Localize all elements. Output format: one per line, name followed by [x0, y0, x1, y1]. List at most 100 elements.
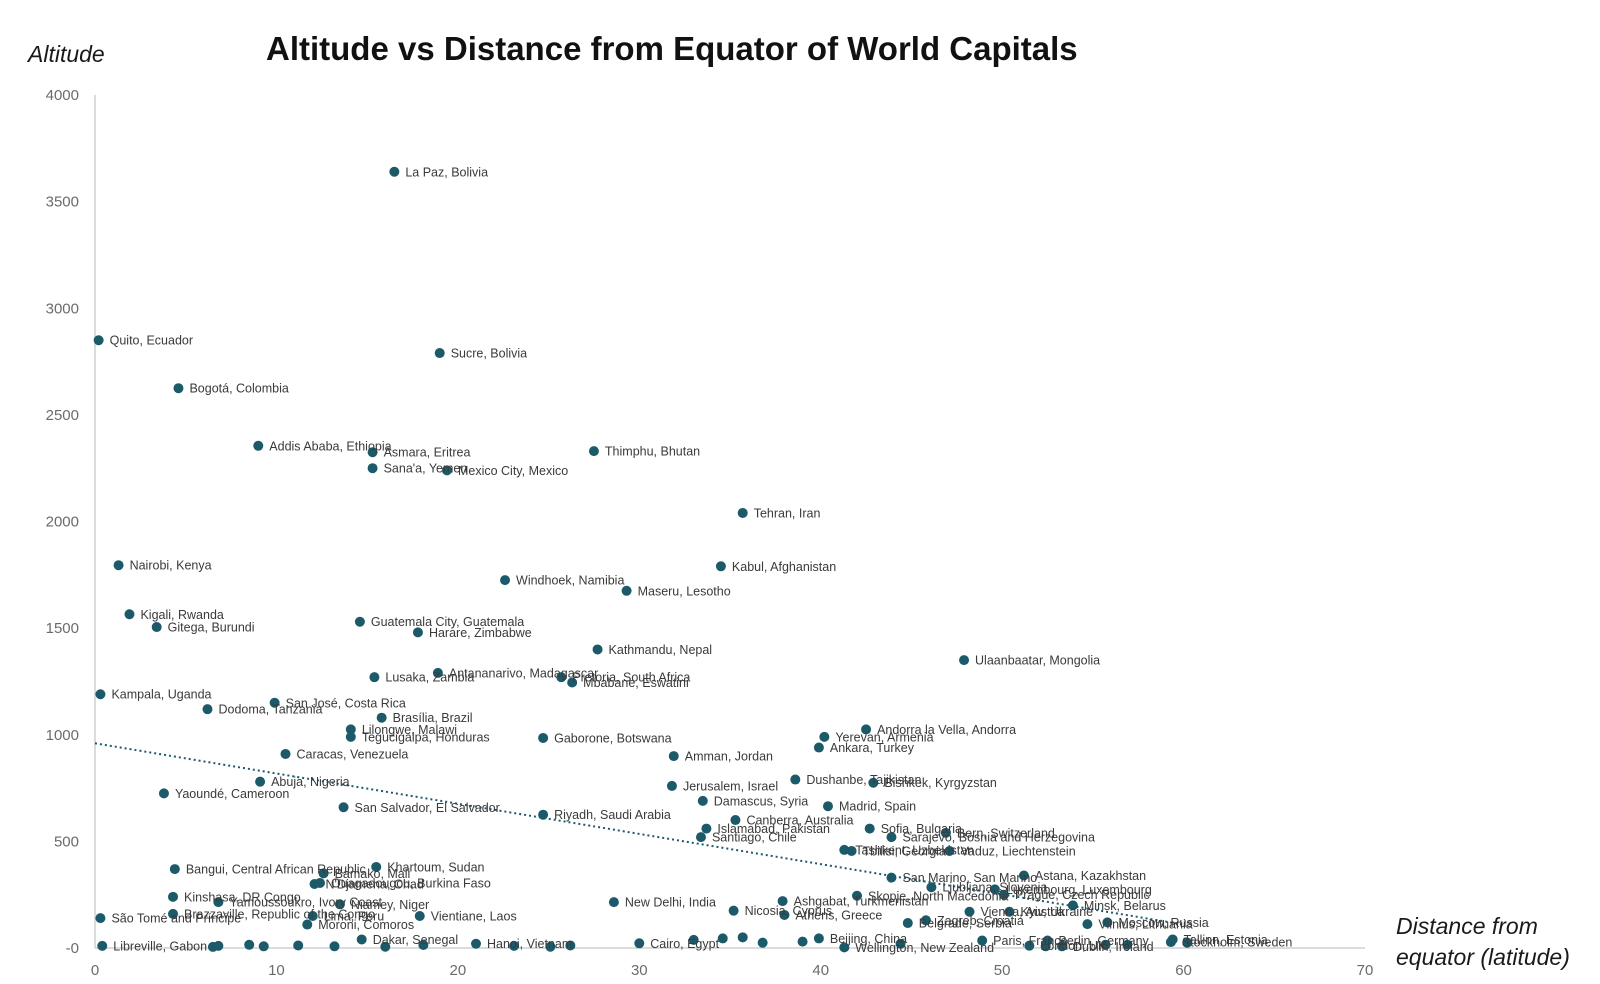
data-point — [737, 932, 748, 943]
data-point — [95, 689, 106, 700]
data-point — [380, 941, 391, 952]
data-point — [701, 823, 712, 834]
data-point — [1102, 917, 1113, 928]
data-point — [97, 940, 108, 951]
point-label: London, UK — [1040, 939, 1107, 953]
point-label: Jerusalem, Israel — [683, 779, 778, 793]
data-point — [1082, 919, 1093, 930]
data-point — [354, 616, 365, 627]
data-point — [779, 909, 790, 920]
data-point — [471, 938, 481, 949]
point-label: Pretoria, South Africa — [572, 671, 690, 685]
point-label: Lima, Peru — [324, 910, 384, 924]
data-point — [886, 872, 897, 883]
point-label: Kabul, Afghanistan — [732, 560, 836, 574]
y-tick-labels: -0 500 1000 1500 2000 2500 3000 3500 4000 — [46, 87, 79, 957]
data-point — [556, 672, 567, 683]
data-point — [500, 575, 511, 586]
point-label: Lusaka, Zambia — [385, 671, 474, 685]
data-point — [940, 827, 951, 838]
data-point — [666, 780, 677, 791]
data-point — [376, 712, 387, 723]
point-label: Kigali, Rwanda — [140, 608, 223, 622]
data-point — [790, 774, 801, 785]
data-point — [314, 877, 325, 888]
data-point — [307, 911, 318, 922]
y-tick-label: 2000 — [46, 514, 79, 531]
data-point — [895, 938, 906, 949]
point-label: Bangui, Central African Republic — [186, 863, 366, 877]
point-label: Gitega, Burundi — [168, 621, 255, 635]
point-label: Madrid, Spain — [839, 800, 916, 814]
point-label: Tallinn, Estonia — [1184, 933, 1268, 947]
data-point — [124, 609, 135, 620]
data-point — [1122, 939, 1133, 950]
point-label: Zagreb, Croatia — [937, 914, 1024, 928]
data-point — [545, 941, 556, 952]
point-label: Brasília, Brazil — [393, 711, 473, 725]
point-label: Moscow, Russia — [1118, 916, 1208, 930]
point-label: Kinshasa, DR Congo — [184, 890, 301, 904]
data-point — [345, 731, 356, 742]
data-point — [213, 897, 224, 908]
data-point — [621, 585, 632, 596]
data-point — [371, 861, 382, 872]
point-label: Vilnius, Lithuania — [1098, 918, 1192, 932]
point-label: Nairobi, Kenya — [130, 559, 212, 573]
point-label: Guatemala City, Guatemala — [371, 615, 524, 629]
data-point — [1182, 937, 1193, 948]
data-point — [334, 899, 345, 910]
data-point — [902, 918, 913, 929]
data-points — [93, 166, 1193, 953]
y-tick-label: 1500 — [46, 620, 79, 637]
point-label: Beijing, China — [830, 932, 907, 946]
data-point — [169, 864, 180, 875]
point-label: Athens, Greece — [795, 908, 882, 922]
point-label: Tehran, Iran — [754, 506, 821, 520]
data-point — [717, 933, 728, 944]
point-label: Astana, Kazakhstan — [1035, 869, 1146, 883]
data-point — [944, 845, 955, 856]
data-point — [293, 940, 304, 951]
point-label: Minsk, Belarus — [1084, 899, 1166, 913]
data-point — [567, 677, 578, 688]
point-label: Abuja, Nigeria — [271, 775, 350, 789]
point-label: Andorra la Vella, Andorra — [877, 723, 1016, 737]
point-label: Wellington, New Zealand — [855, 941, 994, 955]
data-point — [345, 724, 356, 735]
point-label: Asmara, Eritrea — [384, 446, 471, 460]
data-point — [367, 463, 378, 474]
chart-title: Altitude vs Distance from Equator of Wor… — [266, 30, 1078, 67]
data-point — [369, 672, 380, 683]
point-label: Nicosia, Cyprus — [745, 904, 833, 918]
y-axis-title: Altitude — [26, 41, 105, 67]
data-point — [1040, 941, 1051, 952]
x-tick-label: 0 — [91, 962, 99, 979]
point-label: Yaoundé, Cameroon — [175, 787, 289, 801]
point-label: Vaduz, Liechtenstein — [961, 844, 1076, 858]
point-label: Ouagadougou, Burkina Faso — [331, 876, 491, 890]
point-label: Kyiv, Ukraine — [1020, 905, 1093, 919]
data-point — [202, 704, 213, 715]
point-label: San Salvador, El Salvador — [355, 801, 500, 815]
point-label: Prague, Czech Republic — [1015, 888, 1150, 902]
data-point — [538, 732, 549, 743]
point-label: Addis Ababa, Ethiopia — [269, 439, 391, 453]
data-point — [213, 940, 224, 951]
data-point — [728, 905, 739, 916]
data-point — [244, 939, 255, 950]
point-label: Ashgabat, Turkmenistan — [794, 895, 929, 909]
data-point — [730, 815, 741, 826]
x-tick-label: 20 — [450, 962, 467, 979]
data-point — [886, 832, 897, 843]
point-label: Belgrade, Serbia — [919, 917, 1012, 931]
data-point — [255, 776, 266, 787]
x-axis-title-line1: Distance from — [1396, 913, 1538, 939]
data-point — [588, 446, 599, 457]
data-point — [434, 348, 445, 359]
data-point — [839, 942, 850, 953]
point-label: Tegucigalpa, Honduras — [362, 730, 490, 744]
data-point — [367, 447, 378, 458]
data-point — [418, 940, 429, 951]
